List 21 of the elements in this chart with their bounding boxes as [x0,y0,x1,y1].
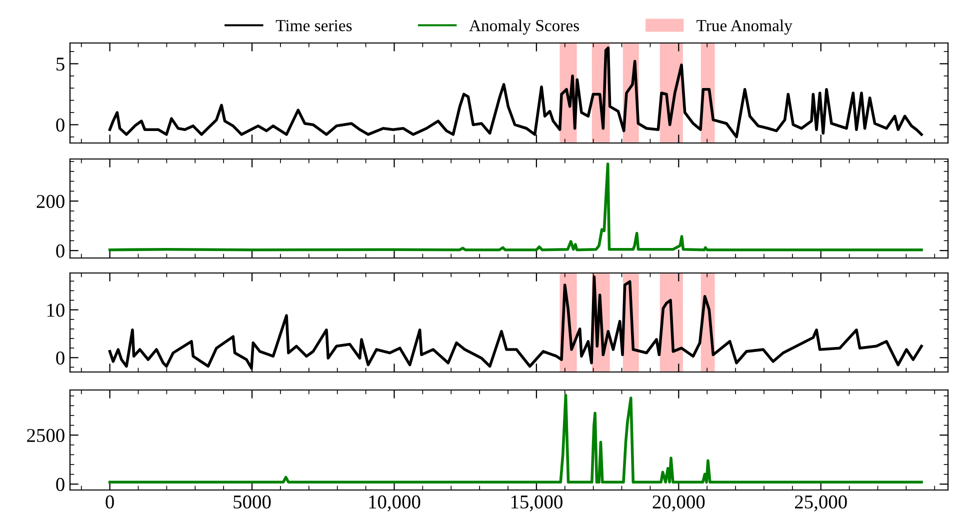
x-tick-label: 5000 [234,495,271,509]
y-tick-label: 10 [47,304,64,317]
x-tick-label: 20,000 [652,495,705,512]
x-tick-label: 0 [106,495,114,509]
line-series [108,394,923,484]
legend-label: Anomaly Scores [469,20,579,35]
y-tick-label: 0 [56,244,64,258]
legend-label: Time series [276,20,352,32]
line-series [108,162,923,252]
y-tick-label: 2500 [27,428,64,442]
line-series [108,46,923,138]
legend-label: True Anomaly [696,20,792,35]
x-tick-label: 10,000 [369,495,420,512]
line-series [108,275,923,370]
x-tick-label: 15,000 [511,495,562,512]
y-tick-label: 0 [56,118,64,132]
y-tick-label: 0 [56,478,64,492]
y-tick-label: 0 [56,351,64,365]
y-tick-label: 5 [56,58,64,71]
y-tick-label: 200 [36,194,64,208]
x-tick-label: 25,000 [794,495,847,512]
